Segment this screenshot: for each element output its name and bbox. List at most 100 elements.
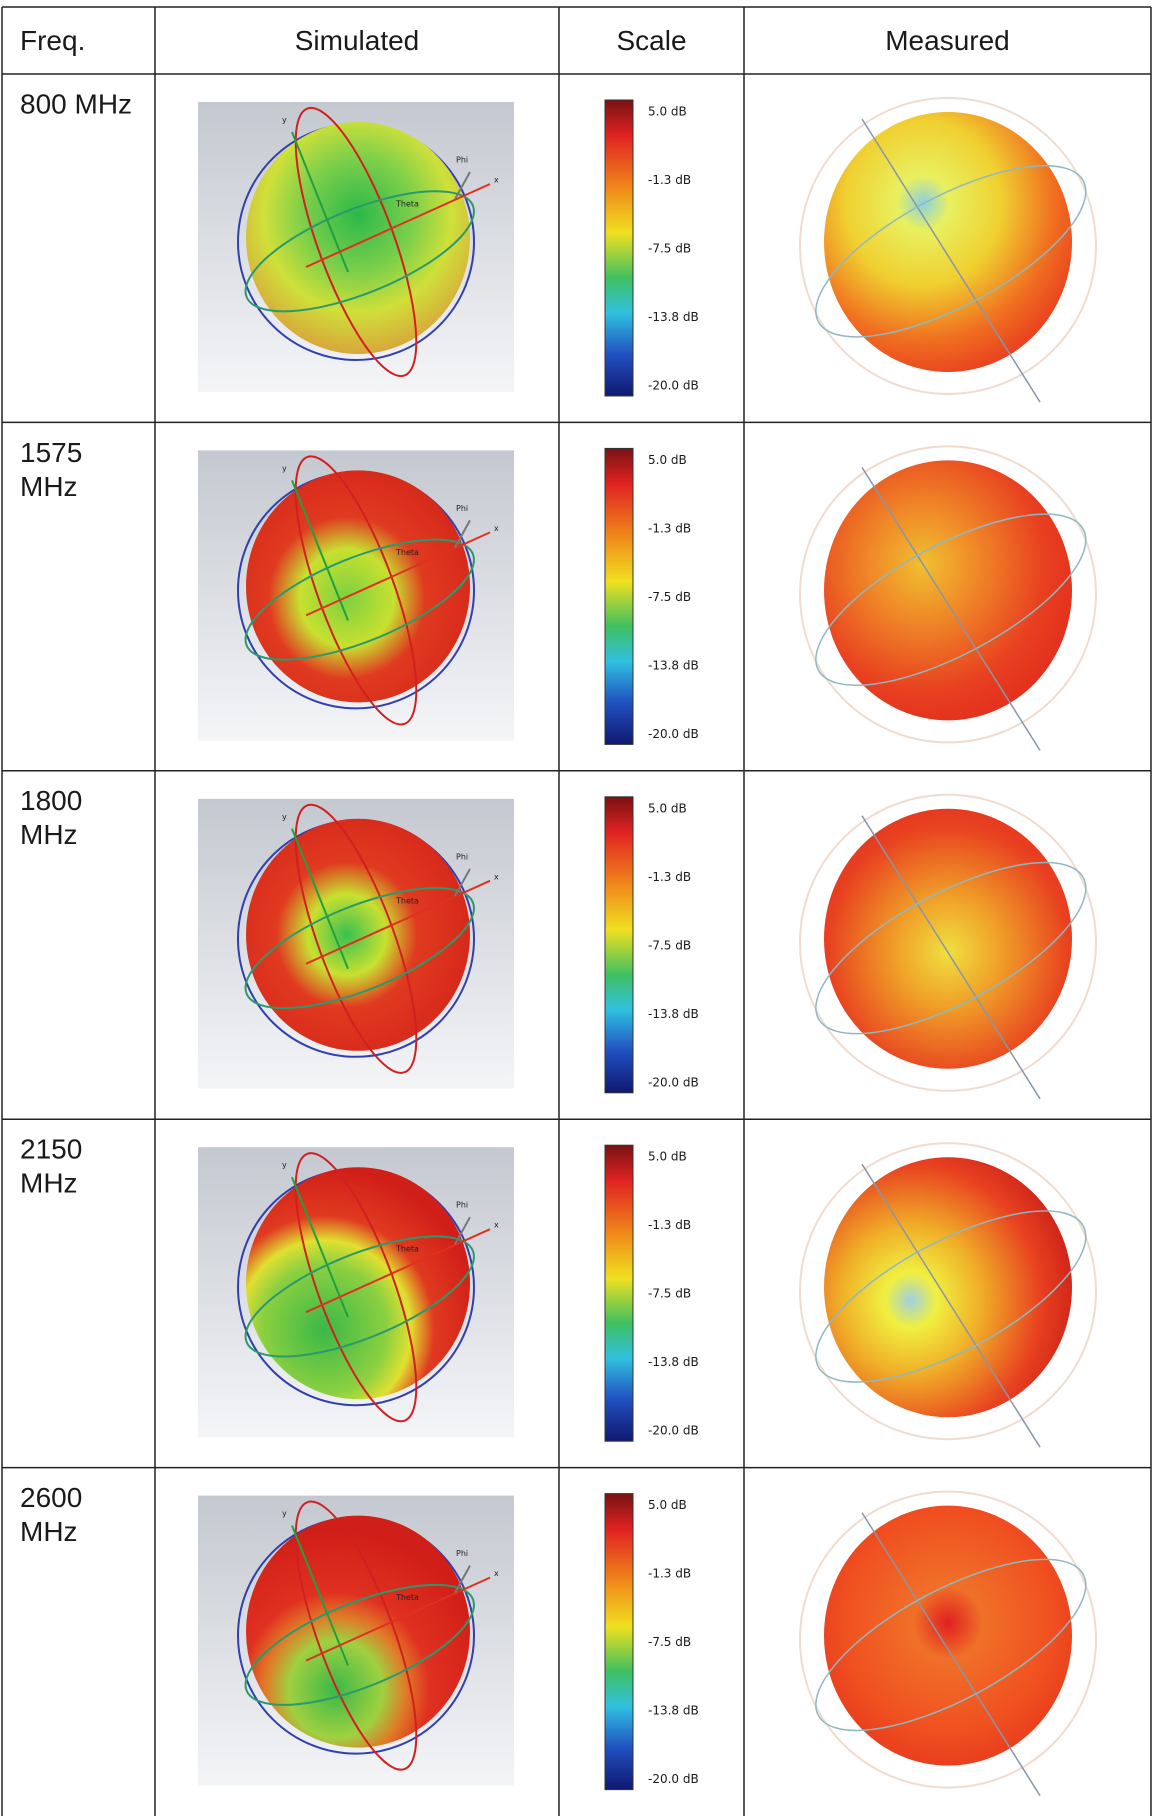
axis-label: x (494, 524, 499, 533)
frequency: MHz (20, 819, 78, 850)
measured-ring (815, 165, 1087, 338)
phi-arrow (454, 1216, 471, 1245)
scale-label: -7.5 dB (648, 1287, 691, 1301)
scale-label: -7.5 dB (648, 938, 691, 952)
header-cell: Scale (616, 25, 686, 56)
scale-label: 5.0 dB (648, 453, 687, 467)
x-axis (305, 183, 491, 268)
x-axis (305, 1576, 491, 1662)
axis-label: y (282, 464, 287, 473)
simulated-pattern (246, 1167, 470, 1400)
phi-ring (244, 190, 475, 313)
measured-ring (815, 513, 1087, 686)
y-axis (291, 1176, 349, 1318)
x-axis (305, 531, 491, 617)
axis-label: Theta (395, 200, 419, 209)
scale-label: -13.8 dB (648, 1704, 699, 1718)
measured-sphere (799, 793, 1097, 1092)
phi-arrow (454, 519, 471, 548)
scale-label: -7.5 dB (648, 1635, 691, 1649)
header-cell: Freq. (20, 25, 85, 56)
axis-label: Theta (395, 896, 419, 905)
measured-axis (861, 467, 1041, 751)
phi-arrow (454, 171, 471, 200)
color-bar (604, 1144, 634, 1442)
scale-label: -1.3 dB (648, 1218, 691, 1232)
scale-label: -7.5 dB (648, 590, 691, 604)
scale-label: 5.0 dB (648, 801, 687, 815)
scale-label: -20.0 dB (648, 727, 699, 741)
measured-ring (815, 1558, 1087, 1732)
measured-axis (861, 1512, 1041, 1796)
phi-ring (244, 1583, 475, 1706)
scale-label: -13.8 dB (648, 658, 699, 672)
scale-label: 5.0 dB (648, 1150, 687, 1164)
measured-ring (815, 1210, 1087, 1383)
axis-label: y (282, 812, 287, 821)
measured-axis (861, 118, 1041, 403)
frequency: 2600 (20, 1482, 82, 1513)
scale-label: -13.8 dB (648, 310, 699, 324)
phi-arrow (454, 868, 471, 897)
measured-sphere (799, 445, 1097, 744)
axis-label: Phi (456, 1549, 468, 1558)
scale-label: -20.0 dB (648, 1424, 699, 1438)
color-bar (604, 1493, 634, 1791)
color-bar (604, 447, 634, 745)
scale-label: -20.0 dB (648, 1772, 699, 1786)
axis-label: Phi (456, 1201, 468, 1210)
simulated-pattern (246, 470, 470, 703)
phi-ring (244, 887, 475, 1010)
scale-label: -13.8 dB (648, 1355, 699, 1369)
frequency: 800 MHz (20, 88, 132, 119)
axis-label: Phi (456, 156, 468, 165)
y-axis (291, 1525, 349, 1666)
frequency: MHz (20, 1516, 78, 1547)
frequency: MHz (20, 471, 78, 502)
measured-sphere (799, 97, 1097, 395)
header-cell: Measured (885, 25, 1010, 56)
measured-pattern (824, 460, 1072, 721)
scale-label: -7.5 dB (648, 242, 691, 256)
axis-label: y (282, 1161, 287, 1170)
axis-label: y (282, 116, 287, 125)
axis-label: Phi (456, 852, 468, 861)
measured-ring (815, 861, 1087, 1035)
y-axis (291, 828, 349, 970)
y-axis (291, 480, 349, 621)
scale-label: -13.8 dB (648, 1007, 699, 1021)
x-axis (305, 879, 491, 965)
measured-sphere (799, 1142, 1097, 1441)
header-cell: Simulated (295, 25, 420, 56)
scale-label: -1.3 dB (648, 521, 691, 535)
measured-pattern (824, 808, 1072, 1069)
scale-label: -1.3 dB (648, 1567, 691, 1581)
axis-label: Theta (395, 1245, 419, 1254)
measured-sphere (799, 1490, 1097, 1789)
phi-ring (244, 538, 475, 661)
simulated-pattern (246, 818, 470, 1051)
color-bar (604, 796, 634, 1094)
scale-label: 5.0 dB (648, 105, 687, 119)
axis-label: x (494, 872, 499, 881)
phi-arrow (454, 1565, 471, 1594)
axis-label: Phi (456, 504, 468, 513)
x-axis (305, 1228, 491, 1314)
scale-label: 5.0 dB (648, 1498, 687, 1512)
axis-label: x (494, 176, 499, 185)
measured-pattern (824, 112, 1072, 372)
measured-pattern (824, 1157, 1072, 1418)
color-bar (604, 99, 634, 397)
measured-axis (861, 1163, 1041, 1448)
scale-label: -1.3 dB (648, 870, 691, 884)
scale-label: -20.0 dB (648, 379, 699, 393)
simulated-pattern (246, 122, 470, 354)
frequency: 2150 (20, 1134, 82, 1165)
scale-label: -20.0 dB (648, 1075, 699, 1089)
axis-label: x (494, 1569, 499, 1578)
axis-label: y (282, 1509, 287, 1518)
phi-ring (244, 1235, 475, 1358)
y-axis (291, 131, 349, 273)
axis-label: Theta (395, 1593, 419, 1602)
